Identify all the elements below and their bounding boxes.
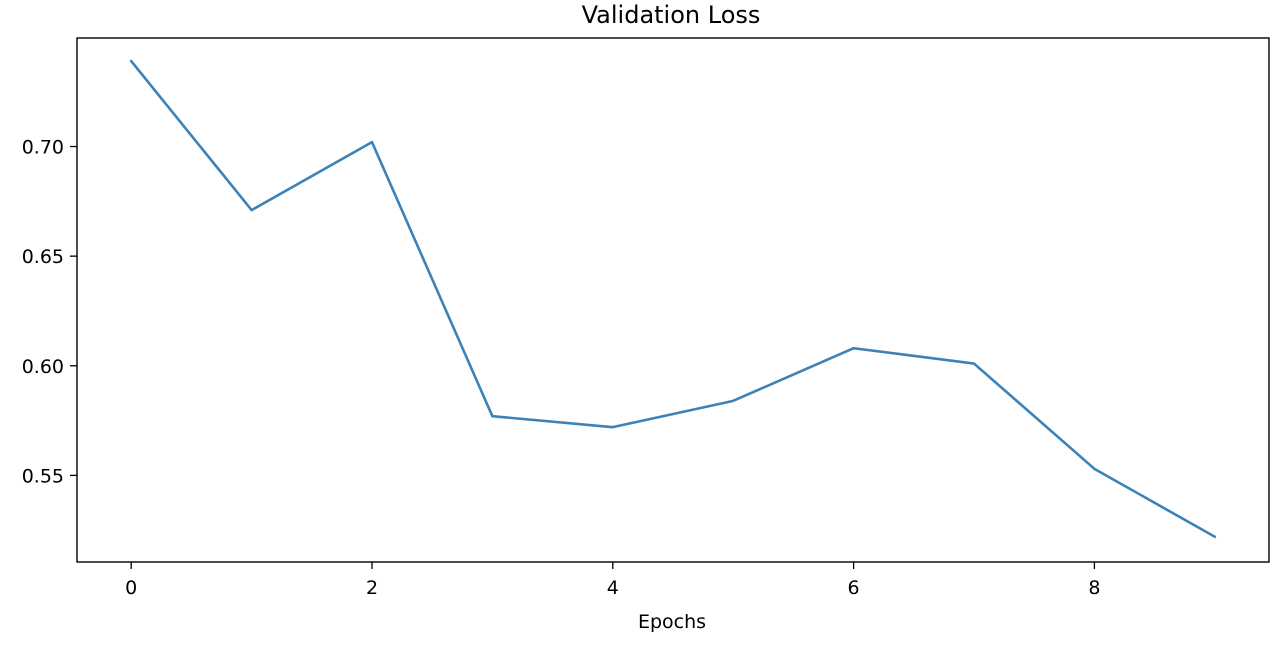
y-axis-ticks: 0.55 0.60 0.65 0.70 [22, 137, 77, 487]
y-tick-label: 0.65 [22, 246, 64, 268]
chart-title: Validation Loss [582, 1, 761, 29]
validation-loss-line [129, 59, 1217, 539]
x-tick-label: 2 [366, 577, 378, 599]
x-axis-label: Epochs [638, 611, 706, 633]
y-tick-label: 0.70 [22, 137, 64, 159]
x-tick-label: 4 [607, 577, 619, 599]
x-axis-ticks: 0 2 4 6 8 [125, 562, 1100, 599]
plot-area-frame [76, 37, 1270, 563]
x-tick-label: 6 [848, 577, 860, 599]
x-tick-label: 8 [1088, 577, 1100, 599]
y-tick-label: 0.60 [22, 356, 64, 378]
x-tick-label: 0 [125, 577, 137, 599]
y-tick-label: 0.55 [22, 465, 64, 487]
